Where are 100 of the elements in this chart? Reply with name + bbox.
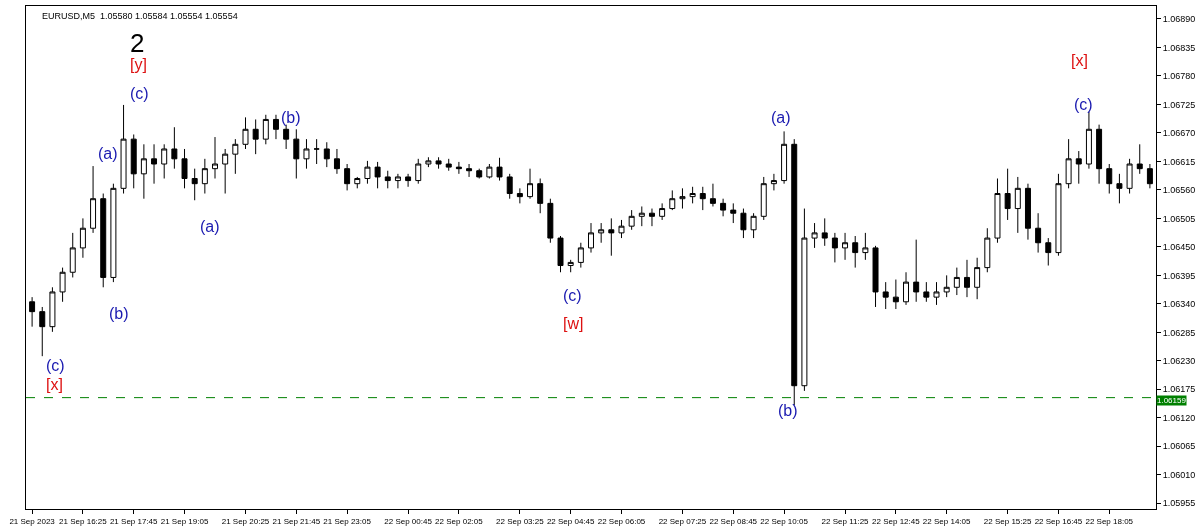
candlestick: [567, 259, 574, 273]
y-tick-label: 1.06230: [1162, 356, 1196, 366]
candlestick: [618, 219, 625, 239]
candlestick: [669, 189, 676, 211]
x-tick-label: 22 Sep 10:05: [760, 516, 809, 526]
candlestick: [730, 202, 737, 224]
candlestick: [425, 156, 432, 168]
candlestick: [1035, 212, 1042, 254]
candlestick: [943, 274, 950, 298]
candlestick: [903, 271, 910, 306]
annotation: [x]: [1071, 52, 1088, 69]
x-tick-label: 22 Sep 04:45: [546, 516, 596, 526]
candlestick: [689, 186, 696, 204]
y-tick-label: 1.05955: [1162, 498, 1196, 509]
candlestick: [151, 143, 158, 185]
candlestick: [628, 209, 635, 231]
annotation: (c): [46, 357, 65, 374]
candlestick: [588, 222, 594, 254]
x-tick-label: 22 Sep 07:25: [658, 516, 707, 526]
candlestick: [557, 235, 564, 273]
candlestick: [181, 148, 188, 189]
candlestick: [333, 148, 340, 175]
candlestick: [953, 267, 960, 296]
candlestick: [750, 212, 757, 239]
candlestick: [882, 281, 889, 310]
x-tick-label: 21 Sep 23:05: [323, 516, 372, 526]
candlestick: [323, 141, 330, 168]
candlestick: [527, 168, 534, 200]
candlestick: [354, 176, 361, 189]
candlestick: [1075, 150, 1082, 185]
x-tick-label: 22 Sep 14:05: [922, 516, 972, 526]
candlestick: [272, 114, 279, 140]
candlestick: [862, 232, 869, 261]
candlestick: [923, 281, 930, 303]
y-tick-label: 1.06505: [1162, 213, 1196, 224]
candlestick: [384, 170, 391, 189]
x-tick-label: 21 Sep 2023: [9, 516, 56, 526]
x-tick-label: 22 Sep 00:45: [384, 516, 433, 526]
candlestick: [262, 114, 269, 145]
candlestick: [293, 128, 300, 179]
candlestick: [435, 156, 442, 170]
candlestick: [171, 126, 178, 170]
x-tick-label: 22 Sep 02:05: [435, 516, 484, 526]
annotation: (a): [771, 109, 791, 126]
candlestick: [161, 143, 168, 179]
candlestick: [455, 161, 462, 175]
candlestick: [699, 186, 706, 211]
candlestick: [394, 173, 401, 189]
x-tick-label: 21 Sep 20:25: [221, 516, 270, 526]
annotation: 2: [130, 28, 145, 58]
candlestick: [648, 208, 655, 227]
candlestick: [232, 138, 239, 175]
candlestick: [242, 116, 249, 150]
candlestick: [79, 217, 86, 259]
y-tick-label: 1.06835: [1162, 42, 1196, 53]
y-tick-label: 1.06670: [1162, 128, 1196, 139]
candlestick: [831, 232, 838, 263]
y-tick-label: 1.06010: [1162, 469, 1196, 480]
y-tick-label: 1.06615: [1162, 156, 1196, 167]
candlestick: [1126, 158, 1133, 195]
candlestick: [466, 163, 473, 178]
candlestick: [476, 168, 483, 179]
candlestick: [1146, 163, 1153, 189]
candlestick: [974, 257, 981, 300]
candlestick: [516, 187, 523, 204]
candlestick: [415, 158, 422, 185]
y-tick-label: 1.06120: [1162, 412, 1196, 423]
candlestick: [506, 173, 513, 200]
annotation: [y]: [130, 56, 147, 73]
candlestick: [913, 239, 920, 303]
x-tick-label: 21 Sep 19:05: [160, 516, 209, 526]
candlestick: [791, 138, 798, 406]
y-tick-label: 1.06340: [1162, 299, 1196, 310]
candlestick: [1136, 143, 1143, 175]
candlestick: [659, 202, 666, 221]
candlestick: [59, 267, 66, 303]
candlestick: [679, 187, 686, 210]
candlestick: [1045, 237, 1052, 267]
ref-line-label: 1.06159: [1157, 396, 1187, 405]
candlestick: [374, 161, 381, 189]
x-tick-label: 21 Sep 17:45: [109, 516, 159, 526]
x-tick-label: 22 Sep 12:45: [872, 516, 921, 526]
annotation: (b): [778, 402, 798, 419]
candlestick: [872, 245, 879, 308]
candlestick: [29, 296, 36, 328]
y-tick-label: 1.06175: [1162, 384, 1196, 395]
candlestick: [801, 208, 808, 392]
candlestick: [984, 227, 991, 273]
x-tick-label: 22 Sep 16:45: [1034, 516, 1083, 526]
text: EURUSD,M5 1.05580 1.05584 1.05554 1.05554: [42, 11, 238, 21]
candlestick: [892, 279, 899, 310]
candlestick: [740, 208, 747, 239]
candlestick: [760, 176, 767, 221]
annotation: (b): [281, 109, 301, 126]
y-tick-label: 1.06395: [1162, 270, 1196, 281]
y-tick-label: 1.06065: [1162, 441, 1196, 452]
annotation: (c): [1074, 96, 1093, 113]
candlestick: [110, 183, 117, 283]
candlestick: [90, 165, 97, 234]
candlestick: [842, 232, 849, 261]
